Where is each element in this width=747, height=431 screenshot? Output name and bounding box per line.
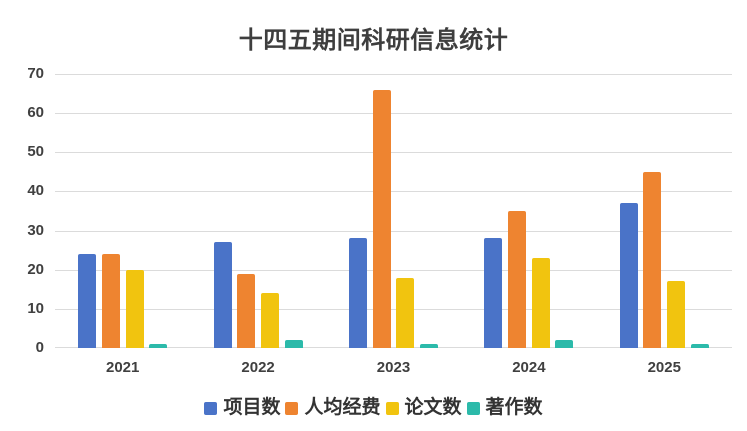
bar-2023-series-2 (372, 89, 391, 348)
y-tick-label: 10 (27, 300, 44, 317)
grid-line (55, 270, 732, 271)
y-tick-label: 70 (27, 65, 44, 82)
bar-2021-series-3 (125, 269, 144, 348)
bar-2024-series-4 (555, 340, 574, 348)
x-tick-label: 2025 (647, 359, 681, 376)
legend-swatch-icon (204, 401, 218, 415)
grid-line (55, 152, 732, 153)
y-axis: 0 10 20 30 40 50 60 70 (0, 66, 44, 356)
x-tick-label: 2023 (376, 359, 411, 376)
bar-2022-series-2 (237, 273, 256, 348)
x-axis: 2021 2022 2023 2024 2025 (55, 358, 732, 378)
x-tick-label: 2024 (512, 359, 546, 376)
legend-item: 项目数 (204, 397, 280, 419)
bar-2025-series-4 (690, 344, 709, 348)
legend-item: 著作数 (466, 397, 543, 419)
legend-swatch-icon (285, 401, 299, 415)
plot-area (55, 74, 732, 348)
legend-swatch-icon (466, 401, 480, 415)
grid-line (55, 347, 732, 348)
legend: 项目数 人均经费 论文数 著作数 (0, 397, 747, 419)
y-tick-label: 50 (27, 143, 44, 160)
bar-2025-series-3 (667, 281, 686, 348)
bar-2024-series-2 (508, 211, 527, 348)
y-tick-label: 0 (35, 339, 44, 356)
bar-2023-series-1 (348, 238, 367, 348)
bar-2024-series-1 (484, 238, 503, 348)
bar-2023-series-4 (420, 344, 438, 348)
y-tick-label: 40 (27, 182, 44, 199)
bar-2025-series-2 (643, 171, 662, 348)
legend-item: 人均经费 (285, 397, 381, 419)
bar-2021-series-1 (78, 254, 97, 348)
legend-label: 论文数 (404, 397, 462, 418)
bar-2024-series-3 (531, 257, 550, 348)
x-tick-label: 2021 (106, 359, 140, 376)
grid-line (55, 74, 732, 75)
bar-2021-series-4 (149, 344, 168, 348)
grid-line (55, 231, 732, 232)
bar-2022-series-1 (213, 242, 232, 348)
legend-item: 论文数 (385, 397, 462, 419)
bar-2021-series-2 (101, 254, 120, 348)
grid-line (55, 191, 732, 192)
y-tick-label: 30 (27, 222, 44, 239)
bar-2025-series-1 (619, 203, 638, 348)
y-tick-label: 20 (27, 261, 44, 278)
grid-line (55, 113, 732, 114)
bar-2023-series-3 (396, 277, 415, 348)
bar-2022-series-4 (284, 340, 303, 348)
x-tick-label: 2022 (241, 359, 275, 376)
chart-title: 十四五期间科研信息统计 (238, 27, 509, 54)
legend-label: 著作数 (485, 397, 543, 418)
grid-line (55, 309, 732, 310)
bar-2022-series-3 (260, 293, 279, 348)
legend-label: 人均经费 (304, 397, 381, 418)
y-tick-label: 60 (27, 104, 44, 121)
legend-swatch-icon (385, 401, 399, 415)
legend-label: 项目数 (223, 397, 281, 418)
